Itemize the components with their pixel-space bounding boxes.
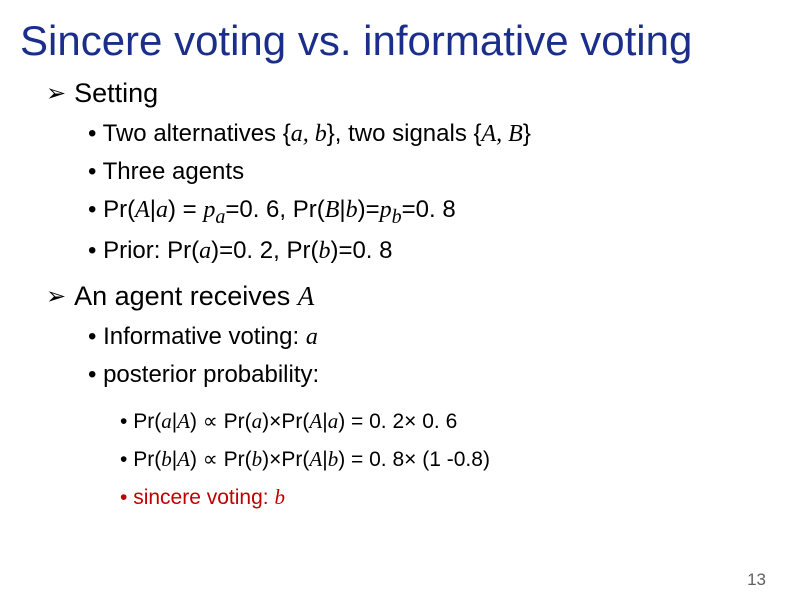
list-item: • Two alternatives {a, b}, two signals {… — [88, 115, 764, 153]
list-item: • Informative voting: a — [88, 318, 764, 356]
text-it: b — [252, 447, 263, 471]
text-it: p — [380, 197, 392, 223]
text-it: b — [346, 197, 358, 223]
text-it: A — [135, 197, 150, 223]
section-agent: ➢ An agent receives A — [46, 281, 764, 312]
list-item: • posterior probability: — [88, 356, 764, 393]
text-it: b — [161, 447, 172, 471]
text-it: b — [328, 447, 339, 471]
section-heading: An agent receives A — [74, 281, 314, 312]
text: Three agents — [103, 158, 244, 185]
text-it: a — [252, 409, 263, 433]
text: )×Pr( — [262, 448, 309, 471]
arrow-icon: ➢ — [46, 79, 66, 108]
text: Prior: Pr( — [103, 237, 199, 264]
section-heading: Setting — [74, 78, 158, 109]
text: ) ∝ Pr( — [190, 410, 252, 433]
text: )=0. 2, Pr( — [211, 237, 318, 264]
text-it: A, B — [482, 121, 523, 147]
arrow-icon: ➢ — [46, 282, 66, 311]
text: ) ∝ Pr( — [190, 448, 252, 471]
text: }, two signals { — [327, 120, 482, 147]
text-it: a — [328, 409, 339, 433]
text: Pr( — [103, 196, 135, 223]
text: } — [523, 120, 531, 147]
text: ) = — [168, 196, 203, 223]
text-sub: b — [392, 205, 402, 227]
page-number: 13 — [747, 570, 766, 590]
text: sincere voting: — [133, 486, 274, 509]
text-it: B — [325, 197, 340, 223]
text: Informative voting: — [103, 323, 306, 350]
list-item: • Three agents — [88, 153, 764, 190]
list-item: • Pr(A|a) = pa=0. 6, Pr(B|b)=pb=0. 8 — [88, 191, 764, 233]
text: ) = 0. 2× 0. 6 — [338, 410, 457, 433]
text-it: b — [274, 485, 285, 509]
text-it: a, b — [291, 121, 327, 147]
text: =0. 8 — [402, 196, 456, 223]
text: Pr( — [133, 448, 161, 471]
list-item-sincere: • sincere voting: b — [120, 479, 764, 517]
text-it: A — [309, 447, 322, 471]
section-setting: ➢ Setting — [46, 78, 764, 109]
text-sub: a — [215, 205, 225, 227]
list-item: • Pr(b|A) ∝ Pr(b)×Pr(A|b) = 0. 8× (1 -0.… — [120, 441, 764, 479]
text-it: a — [161, 409, 172, 433]
text-it: A — [177, 409, 190, 433]
text: Two alternatives { — [103, 120, 291, 147]
text-it: p — [203, 197, 215, 223]
text: ) = 0. 8× (1 -0.8) — [338, 448, 490, 471]
text-it: A — [298, 281, 315, 311]
text: )×Pr( — [262, 410, 309, 433]
text: An agent receives — [74, 281, 298, 311]
text-it: b — [318, 238, 330, 264]
text-it: A — [309, 409, 322, 433]
posterior-list: • Pr(a|A) ∝ Pr(a)×Pr(A|a) = 0. 2× 0. 6 •… — [120, 403, 764, 516]
text: posterior probability: — [103, 361, 319, 388]
text: )= — [358, 196, 380, 223]
list-item: • Pr(a|A) ∝ Pr(a)×Pr(A|a) = 0. 2× 0. 6 — [120, 403, 764, 441]
slide: Sincere voting vs. informative voting ➢ … — [0, 0, 792, 612]
text-it: a — [199, 238, 211, 264]
slide-title: Sincere voting vs. informative voting — [20, 18, 764, 64]
text-it: a — [156, 197, 168, 223]
agent-list: • Informative voting: a • posterior prob… — [88, 318, 764, 393]
setting-list: • Two alternatives {a, b}, two signals {… — [88, 115, 764, 270]
text-it: A — [177, 447, 190, 471]
text-it: a — [306, 324, 318, 350]
text: =0. 6, Pr( — [225, 196, 324, 223]
text: Pr( — [133, 410, 161, 433]
text: )=0. 8 — [330, 237, 392, 264]
list-item: • Prior: Pr(a)=0. 2, Pr(b)=0. 8 — [88, 232, 764, 270]
